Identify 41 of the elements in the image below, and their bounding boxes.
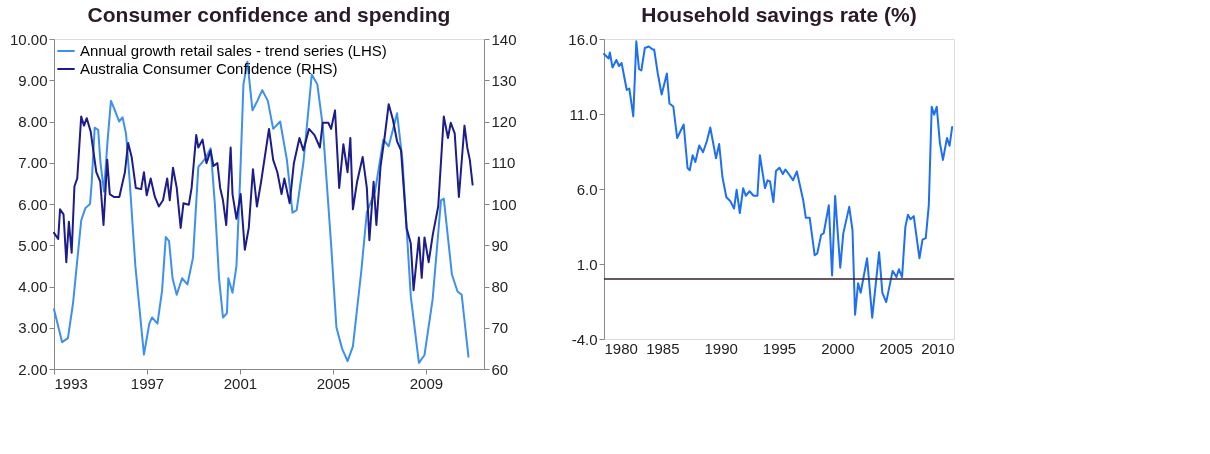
y2-tick-label: 60 bbox=[491, 360, 509, 378]
y-tick-label: 1.0 bbox=[576, 255, 598, 273]
chart-title: Household savings rate (%) bbox=[641, 3, 917, 26]
y-tick-label: 3.00 bbox=[18, 319, 48, 337]
y-tick-label: 2.00 bbox=[18, 360, 48, 378]
y-tick-label: -4.0 bbox=[571, 330, 598, 348]
x-tick-label: 2005 bbox=[879, 339, 913, 357]
y-tick-label: 9.00 bbox=[18, 71, 48, 89]
x-tick-label: 2009 bbox=[409, 374, 444, 392]
y-tick-label: 7.00 bbox=[18, 154, 48, 172]
y2-tick-label: 100 bbox=[491, 195, 517, 213]
y2-tick-label: 80 bbox=[491, 278, 509, 295]
x-tick-label: 1995 bbox=[762, 339, 797, 357]
line-series bbox=[53, 103, 474, 292]
chart-title: Consumer confidence and spending bbox=[87, 3, 451, 26]
y2-tick-label: 130 bbox=[491, 71, 517, 89]
y-tick-label: 11.0 bbox=[569, 105, 598, 123]
y2-tick-label: 110 bbox=[491, 154, 516, 172]
x-tick-label: 2000 bbox=[821, 339, 855, 357]
y2-tick-label: 90 bbox=[491, 236, 509, 254]
y2-tick-label: 120 bbox=[491, 113, 517, 130]
y2-tick-label: 70 bbox=[491, 319, 509, 337]
line-series bbox=[53, 60, 470, 364]
y-tick-label: 4.00 bbox=[18, 278, 48, 295]
y2-tick-label: 140 bbox=[491, 30, 517, 48]
line-series bbox=[603, 40, 954, 319]
x-tick-label: 2010 bbox=[921, 339, 955, 357]
x-tick-label: 1980 bbox=[604, 339, 638, 357]
x-tick-label: 1985 bbox=[646, 339, 680, 357]
y-tick-label: 16.0 bbox=[568, 30, 598, 48]
y-tick-label: 6.00 bbox=[18, 195, 48, 213]
x-tick-label: 1990 bbox=[704, 339, 738, 357]
x-tick-label: 1997 bbox=[130, 374, 165, 392]
legend-label: Annual growth retail sales - trend series (LHS) bbox=[80, 42, 387, 59]
y-tick-label: 6.0 bbox=[576, 180, 598, 198]
x-tick-label: 2005 bbox=[316, 374, 351, 392]
x-tick-label: 2001 bbox=[223, 374, 258, 392]
y-tick-label: 10.00 bbox=[9, 30, 48, 48]
y-tick-label: 8.00 bbox=[18, 113, 48, 130]
y-tick-label: 5.00 bbox=[18, 236, 48, 254]
x-tick-label: 1993 bbox=[54, 374, 88, 392]
